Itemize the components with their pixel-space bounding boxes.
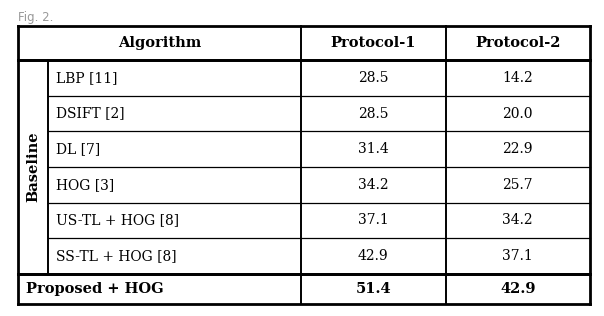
- Text: 42.9: 42.9: [358, 249, 388, 263]
- Text: 25.7: 25.7: [503, 178, 533, 192]
- Text: 20.0: 20.0: [503, 106, 533, 120]
- Text: Fig. 2.: Fig. 2.: [18, 11, 53, 24]
- Text: 31.4: 31.4: [358, 142, 389, 156]
- Text: Baseline: Baseline: [26, 132, 40, 202]
- Text: Protocol-1: Protocol-1: [330, 36, 416, 50]
- Text: 37.1: 37.1: [503, 249, 533, 263]
- Text: 28.5: 28.5: [358, 106, 388, 120]
- Text: US-TL + HOG [8]: US-TL + HOG [8]: [56, 214, 179, 228]
- Text: 34.2: 34.2: [503, 214, 533, 228]
- Text: 51.4: 51.4: [356, 282, 391, 296]
- Text: 28.5: 28.5: [358, 71, 388, 85]
- Text: DL [7]: DL [7]: [56, 142, 100, 156]
- Text: DSIFT [2]: DSIFT [2]: [56, 106, 124, 120]
- Text: 42.9: 42.9: [500, 282, 536, 296]
- Text: SS-TL + HOG [8]: SS-TL + HOG [8]: [56, 249, 176, 263]
- Text: HOG [3]: HOG [3]: [56, 178, 114, 192]
- Text: 14.2: 14.2: [503, 71, 533, 85]
- Text: 34.2: 34.2: [358, 178, 388, 192]
- Text: 37.1: 37.1: [358, 214, 389, 228]
- Text: LBP [11]: LBP [11]: [56, 71, 118, 85]
- Text: Protocol-2: Protocol-2: [475, 36, 561, 50]
- Text: 22.9: 22.9: [503, 142, 533, 156]
- Text: Algorithm: Algorithm: [118, 36, 201, 50]
- Text: Proposed + HOG: Proposed + HOG: [26, 282, 164, 296]
